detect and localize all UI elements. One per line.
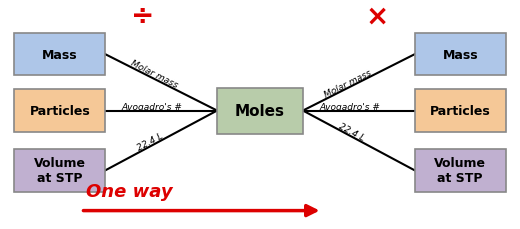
- FancyBboxPatch shape: [415, 149, 505, 192]
- FancyBboxPatch shape: [415, 34, 505, 76]
- Text: Avogadro's #: Avogadro's #: [319, 102, 380, 111]
- Text: Mass: Mass: [42, 49, 77, 61]
- Text: 22.4 L: 22.4 L: [136, 131, 165, 152]
- FancyBboxPatch shape: [15, 149, 106, 192]
- FancyBboxPatch shape: [15, 90, 106, 132]
- Text: Volume
at STP: Volume at STP: [434, 157, 486, 185]
- Text: Particles: Particles: [430, 105, 490, 117]
- Text: ×: ×: [366, 2, 388, 30]
- Text: One way: One way: [86, 182, 173, 200]
- Text: Avogadro's #: Avogadro's #: [122, 102, 183, 111]
- Text: Molar mass: Molar mass: [129, 59, 179, 90]
- FancyBboxPatch shape: [415, 90, 505, 132]
- Text: Volume
at STP: Volume at STP: [34, 157, 86, 185]
- Text: Moles: Moles: [235, 104, 285, 119]
- FancyBboxPatch shape: [15, 34, 106, 76]
- Text: Mass: Mass: [443, 49, 478, 61]
- Text: Molar mass: Molar mass: [323, 68, 373, 99]
- Text: 22.4 L: 22.4 L: [337, 122, 367, 143]
- Text: Particles: Particles: [30, 105, 90, 117]
- FancyBboxPatch shape: [217, 88, 303, 134]
- Text: ÷: ÷: [132, 2, 154, 30]
